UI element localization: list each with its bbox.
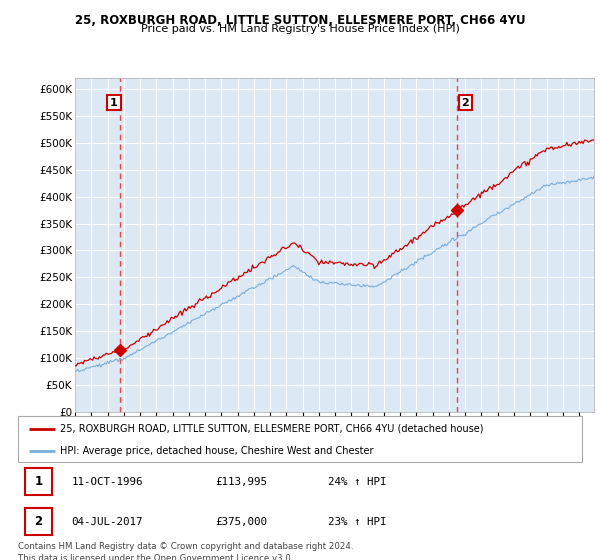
Text: 04-JUL-2017: 04-JUL-2017 xyxy=(71,517,143,527)
Text: 1: 1 xyxy=(34,475,43,488)
Text: £375,000: £375,000 xyxy=(215,517,268,527)
Text: 24% ↑ HPI: 24% ↑ HPI xyxy=(328,477,387,487)
Bar xyxy=(25,508,52,535)
Text: 2: 2 xyxy=(461,97,469,108)
Text: 23% ↑ HPI: 23% ↑ HPI xyxy=(328,517,387,527)
Text: 25, ROXBURGH ROAD, LITTLE SUTTON, ELLESMERE PORT, CH66 4YU (detached house): 25, ROXBURGH ROAD, LITTLE SUTTON, ELLESM… xyxy=(60,424,484,434)
Bar xyxy=(25,468,52,495)
Text: 1: 1 xyxy=(110,97,118,108)
Text: £113,995: £113,995 xyxy=(215,477,268,487)
Text: 11-OCT-1996: 11-OCT-1996 xyxy=(71,477,143,487)
Text: Price paid vs. HM Land Registry's House Price Index (HPI): Price paid vs. HM Land Registry's House … xyxy=(140,24,460,34)
Text: Contains HM Land Registry data © Crown copyright and database right 2024.
This d: Contains HM Land Registry data © Crown c… xyxy=(18,542,353,560)
Text: 25, ROXBURGH ROAD, LITTLE SUTTON, ELLESMERE PORT, CH66 4YU: 25, ROXBURGH ROAD, LITTLE SUTTON, ELLESM… xyxy=(74,14,526,27)
Text: 2: 2 xyxy=(34,515,43,528)
Text: HPI: Average price, detached house, Cheshire West and Chester: HPI: Average price, detached house, Ches… xyxy=(60,446,374,455)
